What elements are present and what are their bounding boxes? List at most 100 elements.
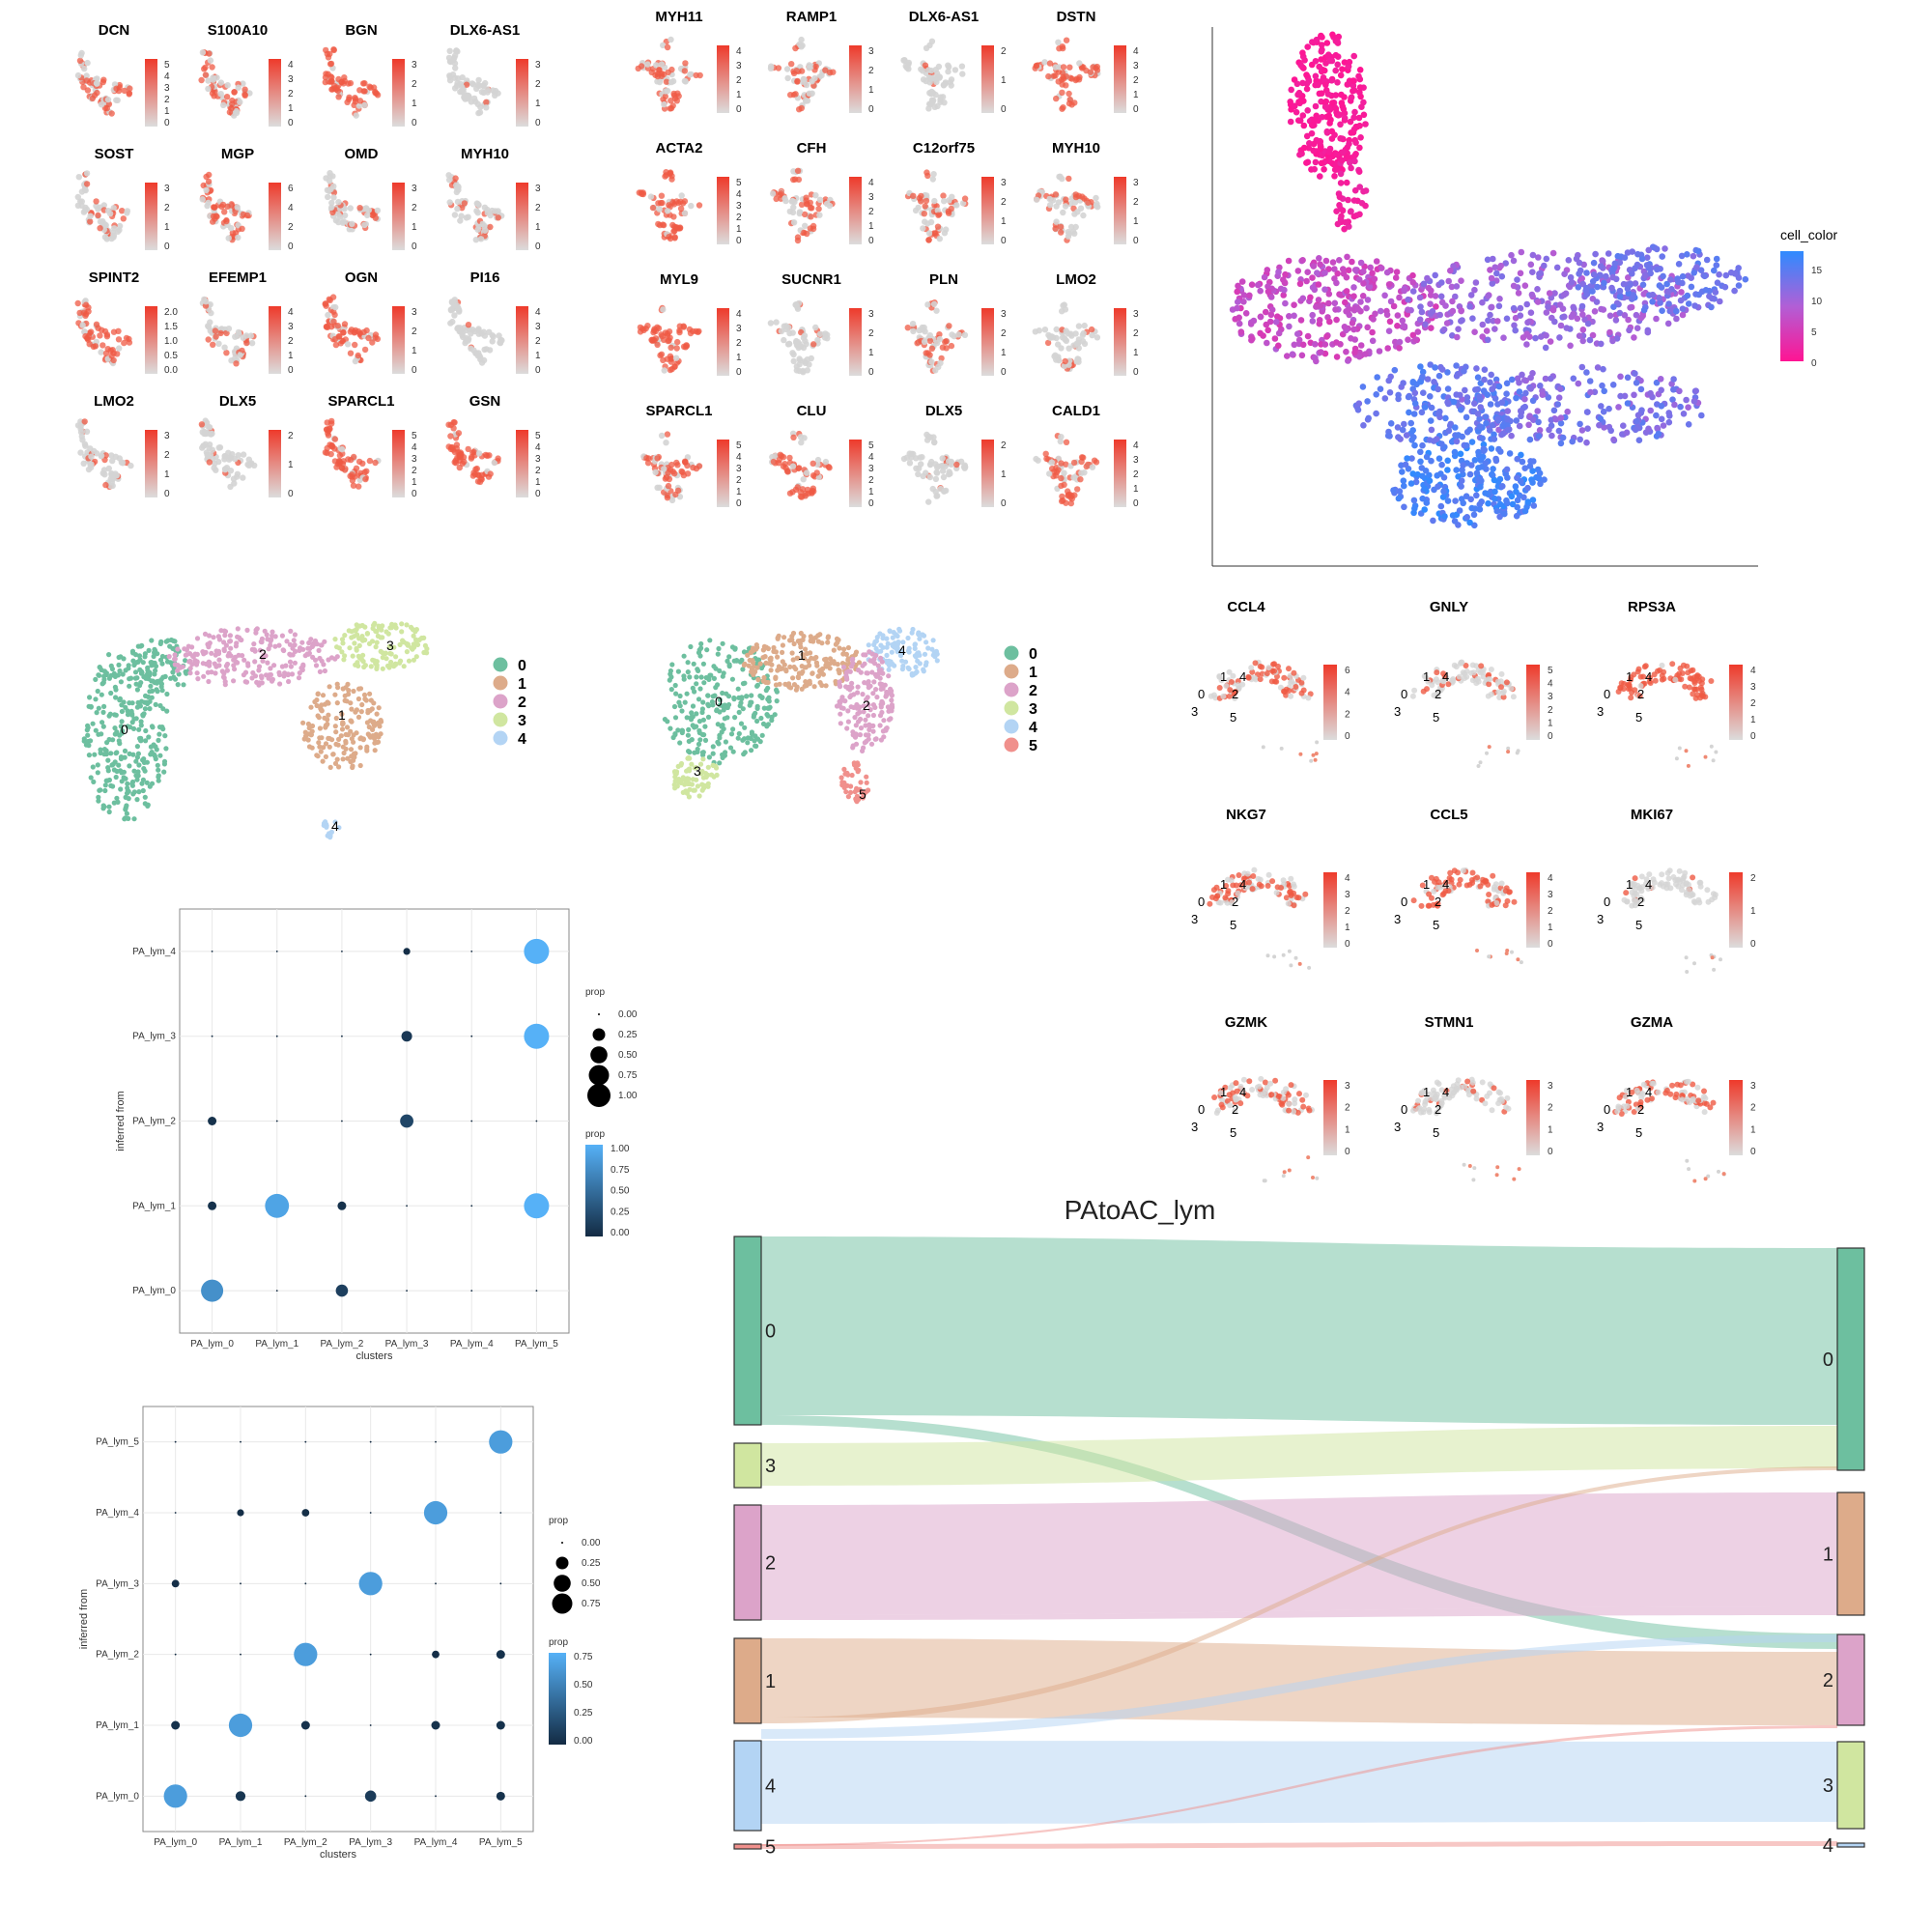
cell-point	[1289, 963, 1293, 968]
cell-point	[1326, 318, 1333, 326]
scale-tick-label: 3	[1548, 692, 1553, 702]
cell-point	[102, 350, 110, 356]
cell-point	[1093, 194, 1099, 202]
cell-point	[786, 454, 793, 462]
cell-point	[1228, 877, 1235, 884]
cell-point	[1220, 693, 1227, 699]
cell-point	[199, 429, 206, 436]
cell-point	[1684, 292, 1691, 299]
cell-point	[457, 217, 464, 224]
cluster-label: 5	[1635, 710, 1642, 724]
cell-point	[915, 338, 923, 346]
cell-point	[460, 88, 467, 96]
cell-point	[1240, 1076, 1247, 1083]
cell-point	[1264, 670, 1270, 677]
cell-point	[1660, 422, 1667, 429]
gene-title: S100A10	[208, 22, 269, 39]
scale-tick-label: 1	[535, 351, 541, 361]
scale-tick-label: 3	[868, 46, 874, 57]
cell-point	[335, 75, 342, 83]
cell-point	[1283, 1086, 1290, 1093]
cell-point	[118, 459, 126, 466]
cell-point	[1534, 408, 1541, 414]
cell-point	[1517, 304, 1524, 312]
cell-point	[1437, 470, 1444, 477]
cell-point	[206, 444, 213, 452]
cell-point	[1710, 955, 1715, 960]
cell-point	[327, 73, 334, 80]
cell-point	[812, 324, 819, 331]
cell-point	[211, 93, 217, 99]
cell-point	[1508, 251, 1515, 259]
cell-point	[1498, 684, 1504, 691]
cell-point	[1634, 1087, 1640, 1094]
scale-tick-label: 1	[1345, 1124, 1350, 1135]
cell-point	[1616, 1094, 1623, 1101]
cell-point	[807, 225, 813, 232]
cell-point	[83, 334, 91, 342]
cell-point	[1662, 245, 1668, 252]
scale-tick-label: 3	[736, 464, 742, 474]
cell-point	[1325, 291, 1333, 298]
cell-point	[1236, 320, 1243, 327]
cell-point	[1246, 292, 1253, 299]
expression-scale-bar	[516, 183, 528, 250]
cell-point	[789, 489, 796, 496]
cell-point	[221, 209, 228, 215]
cell-point	[225, 326, 233, 332]
cell-point	[933, 493, 940, 499]
cell-point	[1559, 305, 1567, 313]
cell-point	[210, 218, 216, 225]
cell-point	[1508, 432, 1515, 440]
cell-point	[486, 328, 493, 335]
cell-point	[1369, 337, 1377, 345]
expression-scale-bar	[392, 430, 405, 497]
cell-point	[1343, 288, 1350, 295]
cell-point	[647, 193, 655, 200]
cell-point	[1491, 495, 1498, 502]
cell-point	[1652, 677, 1659, 684]
cell-point	[1272, 319, 1280, 326]
cell-point	[801, 229, 808, 236]
cell-point	[1485, 293, 1492, 299]
cell-point	[1246, 1078, 1253, 1085]
cell-point	[1556, 334, 1563, 341]
cluster-label: 5	[1433, 710, 1439, 724]
cell-point	[1303, 277, 1310, 285]
scale-tick-label: 1	[736, 224, 742, 235]
cell-point	[1680, 411, 1688, 417]
cell-point	[1637, 385, 1645, 393]
cell-point	[1329, 99, 1336, 106]
cell-point	[1432, 271, 1438, 279]
cell-point	[1561, 270, 1568, 278]
cell-point	[1710, 1099, 1717, 1106]
cell-point	[947, 470, 953, 477]
cell-point	[1577, 436, 1583, 443]
cell-point	[322, 300, 328, 307]
cell-point	[1245, 674, 1252, 681]
cell-point	[1321, 103, 1329, 110]
scale-tick-label: 1.0	[164, 336, 178, 347]
cell-point	[221, 453, 229, 460]
cluster-label: 1	[1626, 1085, 1633, 1099]
scale-tick-label: 0	[535, 242, 541, 252]
cell-point	[1257, 313, 1264, 321]
cell-point	[1283, 895, 1290, 901]
cell-point	[1455, 869, 1461, 876]
expression-scale-bar	[1323, 665, 1337, 740]
cluster-label: 0	[1604, 1102, 1610, 1117]
cell-point	[1288, 86, 1294, 94]
cell-point	[217, 79, 225, 86]
cell-point	[1576, 332, 1583, 340]
cell-point	[1522, 389, 1529, 397]
gene-title: SPARCL1	[646, 403, 713, 419]
cell-point	[1325, 299, 1332, 307]
cell-point	[1649, 291, 1657, 298]
cell-point	[1325, 149, 1333, 156]
cell-point	[1664, 869, 1671, 876]
cell-point	[959, 200, 967, 207]
cell-point	[1665, 418, 1673, 426]
